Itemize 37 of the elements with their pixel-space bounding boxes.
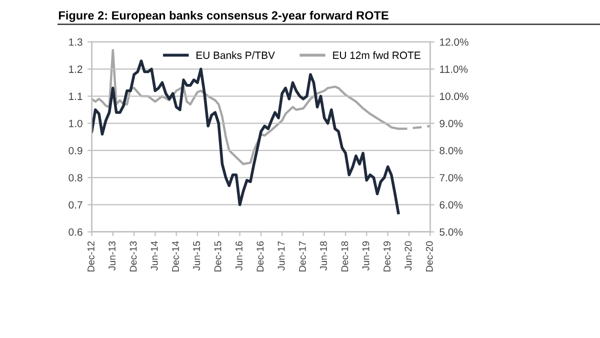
- y-tick-label: 1.3: [69, 38, 82, 46]
- x-tick-label: Dec-15: [214, 241, 222, 272]
- y2-tick-label: 5.0%: [440, 228, 463, 236]
- y2-tick-label: 6.0%: [440, 201, 463, 209]
- x-tick-label: Jun-18: [320, 241, 327, 270]
- x-tick-label: Jun-14: [150, 241, 158, 270]
- line-series: [92, 60, 400, 214]
- x-tick-label: Dec-19: [384, 241, 390, 272]
- y-tick-label: 0.9: [68, 146, 82, 154]
- y-tick-label: 1.2: [69, 66, 82, 73]
- x-tick-label: Dec-20: [426, 241, 433, 272]
- x-tick-label: Dec-14: [172, 241, 179, 272]
- x-tick-label: Jun-15: [193, 241, 200, 270]
- y2-tick-label: 8.0%: [440, 146, 463, 154]
- y2-tick-label: 12.0%: [440, 38, 468, 46]
- y2-tick-label: 7.0%: [440, 174, 463, 182]
- y-tick-label: 0.8: [68, 174, 82, 182]
- x-tick-label: Jun-17: [278, 241, 285, 270]
- x-tick-label: Jun-20: [404, 241, 412, 270]
- y-tick-label: 1.1: [69, 92, 82, 100]
- legend-label: EU Banks P/TBV: [196, 51, 275, 59]
- x-tick-label: Dec-12: [88, 241, 94, 272]
- y-tick-label: 0.6: [68, 228, 82, 236]
- chart-title: Figure 2: European banks consensus 2-year forward ROTE: [58, 10, 388, 22]
- x-tick-label: Dec-18: [341, 241, 348, 272]
- y2-tick-label: 9.0%: [440, 120, 463, 128]
- y2-tick-label: 11.0%: [440, 66, 468, 73]
- x-tick-label: Jun-19: [362, 241, 370, 270]
- y-tick-label: 1.0: [69, 120, 82, 128]
- y-tick-label: 0.7: [68, 201, 82, 209]
- x-tick-label: Dec-16: [256, 241, 264, 272]
- x-tick-label: Dec-13: [130, 241, 137, 272]
- y2-tick-label: 10.0%: [440, 92, 468, 100]
- legend-label: EU 12m fwd ROTE: [333, 51, 420, 59]
- x-tick-label: Jun-13: [108, 241, 116, 270]
- x-tick-label: Jun-16: [236, 241, 242, 270]
- x-tick-label: Dec-17: [299, 241, 306, 272]
